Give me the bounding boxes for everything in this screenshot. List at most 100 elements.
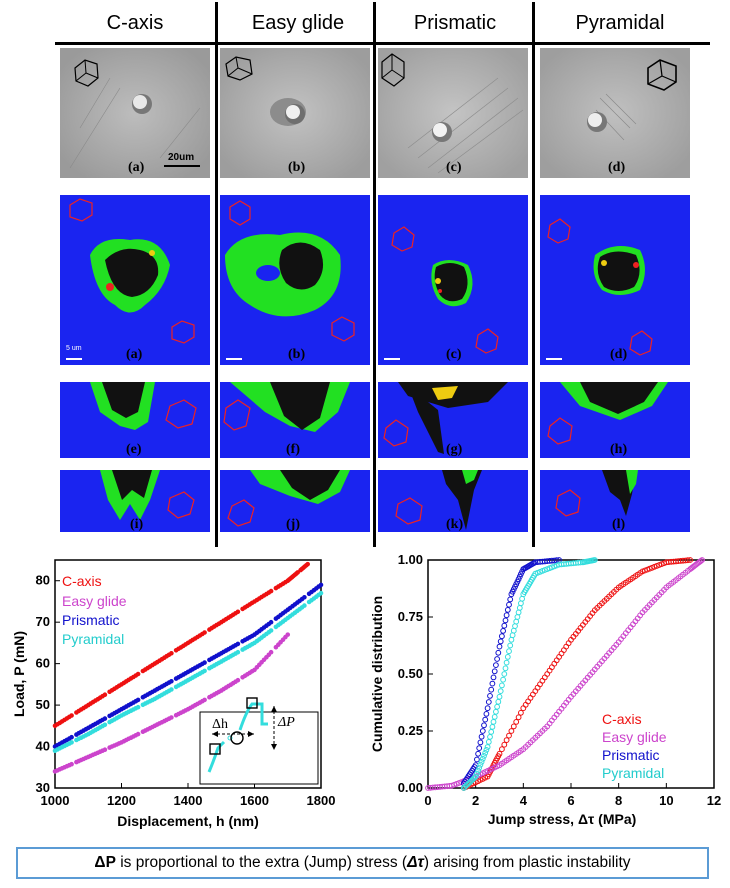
series-c-axis bbox=[460, 557, 694, 791]
data-point bbox=[479, 728, 486, 734]
ebsd-map-prismatic: (c) bbox=[378, 195, 528, 365]
panel-label: (a) bbox=[126, 347, 143, 362]
y-tick-label: 40 bbox=[36, 739, 50, 754]
data-point bbox=[501, 741, 508, 748]
data-point bbox=[497, 638, 504, 645]
cross-section-c-axis: (e) bbox=[60, 382, 210, 458]
plot-frame bbox=[427, 559, 715, 789]
data-point bbox=[268, 619, 274, 625]
ebsd-map-c-axis: (a) 5 um bbox=[60, 195, 210, 365]
data-point bbox=[496, 643, 503, 650]
legend-label-c-axis: C-axis bbox=[602, 711, 642, 727]
x-tick-label: 0 bbox=[424, 793, 431, 808]
data-point bbox=[169, 679, 174, 684]
data-point bbox=[477, 761, 484, 768]
panel-label: (h) bbox=[610, 442, 628, 457]
sem-image-pyramidal: (d) bbox=[540, 48, 690, 178]
data-point bbox=[476, 764, 483, 771]
x-axis-label: Displacement, h (nm) bbox=[117, 813, 259, 829]
x-tick-label: 8 bbox=[615, 793, 622, 808]
legend-label-c-axis: C-axis bbox=[62, 573, 102, 589]
x-tick-label: 10 bbox=[659, 793, 673, 808]
cross-section-easy-glide: (f) bbox=[220, 382, 370, 458]
data-point bbox=[491, 714, 498, 720]
panel-label: (j) bbox=[286, 517, 300, 532]
panel-label: (c) bbox=[446, 160, 462, 175]
data-point bbox=[235, 649, 241, 655]
y-tick-label: 0.25 bbox=[398, 723, 423, 738]
panel-label: (d) bbox=[608, 160, 626, 175]
data-point bbox=[302, 595, 307, 600]
panel-label: (i) bbox=[130, 517, 144, 532]
panel-label: (a) bbox=[128, 160, 145, 175]
x-tick-label: 6 bbox=[567, 793, 574, 808]
data-point bbox=[699, 557, 705, 563]
data-point bbox=[268, 649, 274, 655]
data-point bbox=[477, 739, 484, 746]
ebsd-map-easy-glide: (b) bbox=[220, 195, 370, 365]
data-point bbox=[102, 747, 108, 752]
panel-label: (f) bbox=[286, 442, 300, 457]
data-point bbox=[499, 633, 505, 640]
data-point bbox=[472, 773, 479, 780]
data-point bbox=[483, 711, 490, 717]
cross-section-pyramidal-b: (l) bbox=[540, 470, 690, 532]
data-point bbox=[506, 732, 512, 739]
data-point bbox=[513, 719, 520, 725]
data-point bbox=[687, 557, 694, 563]
data-point bbox=[487, 693, 493, 699]
caption-text-end: ) arising from plastic instability bbox=[423, 854, 631, 871]
inset-diagram: Δh ΔP bbox=[199, 697, 319, 785]
data-point bbox=[504, 654, 511, 660]
cumulative-distribution-chart: 0 2 4 6 8 10 12 0.00 0.25 0.50 0.75 1.00 C-axis Eas… bbox=[369, 552, 721, 827]
y-tick-label: 1.00 bbox=[398, 552, 423, 567]
data-point bbox=[102, 722, 108, 728]
legend-label-prismatic: Prismatic bbox=[62, 612, 120, 628]
sem-image-c-axis: (a) 20um bbox=[60, 48, 210, 178]
data-point bbox=[502, 617, 509, 624]
data-point bbox=[506, 648, 512, 655]
column-divider bbox=[532, 2, 535, 547]
column-divider bbox=[373, 2, 376, 547]
series-easy-glide bbox=[425, 557, 705, 791]
data-point bbox=[69, 740, 74, 745]
data-point bbox=[481, 753, 487, 759]
data-point bbox=[497, 688, 504, 695]
y-axis-label: Load, P (mN) bbox=[11, 631, 27, 717]
header-rule bbox=[55, 42, 710, 45]
cross-section-pyramidal: (h) bbox=[540, 382, 690, 458]
data-point bbox=[169, 715, 174, 720]
data-point bbox=[318, 582, 324, 588]
data-point bbox=[489, 680, 496, 687]
legend-label-easy-glide: Easy glide bbox=[62, 593, 127, 609]
sem-image-prismatic: (c) bbox=[378, 48, 528, 178]
data-point bbox=[684, 557, 691, 564]
data-point bbox=[507, 642, 514, 649]
data-point bbox=[500, 676, 507, 683]
data-point bbox=[494, 656, 501, 662]
series-pyramidal bbox=[460, 557, 598, 791]
x-axis-label: Jump stress, Δτ (MPa) bbox=[488, 811, 637, 827]
caption-delta-tau: Δτ bbox=[407, 854, 424, 871]
cross-section-prismatic: (g) bbox=[378, 382, 528, 458]
data-point bbox=[235, 677, 241, 683]
sem-image-easy-glide: (b) bbox=[220, 48, 370, 178]
y-tick-label: 50 bbox=[36, 697, 50, 712]
data-point bbox=[482, 716, 489, 723]
data-point bbox=[591, 557, 598, 563]
y-tick-label: 0.75 bbox=[398, 609, 423, 624]
data-point bbox=[500, 628, 507, 634]
column-header-pyramidal: Pyramidal bbox=[575, 12, 665, 34]
x-tick-label: 4 bbox=[520, 793, 528, 808]
ebsd-map-pyramidal: (d) bbox=[540, 195, 690, 365]
x-tick-label: 1800 bbox=[307, 793, 336, 808]
panel-label: (c) bbox=[446, 347, 462, 362]
legend-label-easy-glide: Easy glide bbox=[602, 729, 667, 745]
data-point bbox=[69, 761, 74, 767]
data-point bbox=[506, 601, 512, 608]
data-point bbox=[481, 722, 487, 729]
data-point bbox=[202, 630, 207, 635]
panel-label: (g) bbox=[446, 442, 463, 457]
series-prismatic bbox=[460, 557, 562, 787]
